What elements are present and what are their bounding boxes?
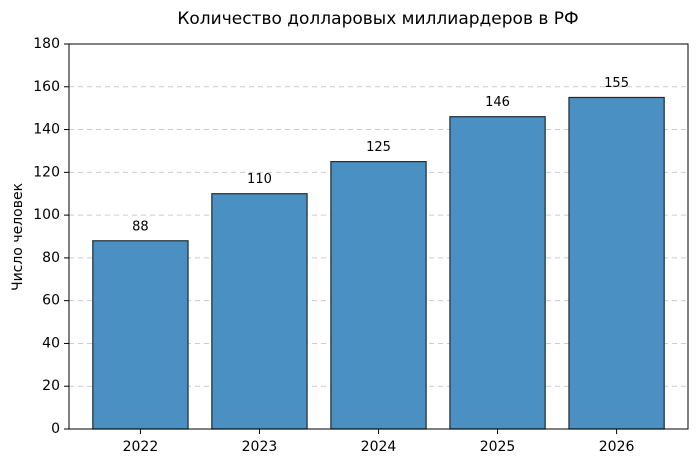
x-tick-label: 2023 — [242, 439, 278, 455]
y-tick-label: 60 — [42, 293, 60, 309]
y-tick-label: 40 — [42, 335, 60, 351]
y-tick-label: 100 — [33, 207, 60, 223]
bar — [330, 161, 427, 430]
y-tick-label: 180 — [33, 36, 60, 52]
bar — [211, 193, 308, 430]
data-label: 146 — [485, 95, 510, 110]
y-axis-label: Число человек — [10, 183, 26, 291]
data-label: 88 — [132, 219, 149, 234]
data-label: 125 — [366, 140, 391, 155]
chart-title: Количество долларовых миллиардеров в РФ — [177, 9, 578, 29]
y-tick-label: 80 — [42, 250, 60, 266]
y-tick-label: 20 — [42, 378, 60, 394]
data-label: 110 — [247, 172, 272, 187]
bar — [92, 240, 189, 430]
x-tick-label: 2026 — [599, 439, 635, 455]
bar — [449, 116, 546, 430]
x-tick-label: 2022 — [123, 439, 159, 455]
x-tick-label: 2024 — [361, 439, 397, 455]
y-tick-label: 0 — [51, 421, 60, 437]
y-tick-label: 160 — [33, 79, 60, 95]
x-tick-label: 2025 — [480, 439, 516, 455]
data-label: 155 — [604, 76, 629, 91]
y-tick-label: 120 — [33, 164, 60, 180]
plot-frame — [68, 43, 689, 430]
bar — [568, 96, 665, 430]
y-tick-label: 140 — [33, 122, 60, 138]
